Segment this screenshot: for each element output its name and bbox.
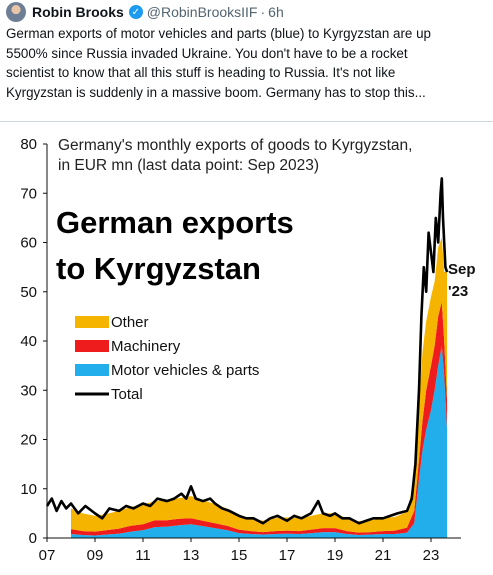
separator-dot: · (260, 4, 266, 20)
tweet-text-line: 5500% since Russia invaded Ukraine. You … (6, 45, 408, 61)
y-tick-label: 10 (20, 481, 37, 498)
y-tick-label: 70 (20, 185, 37, 202)
x-tick-label: 23 (423, 547, 440, 564)
x-tick-label: 07 (39, 547, 56, 564)
tweet-media-chart[interactable]: 0 10 20 30 40 50 60 70 80 07 09 11 13 15 17 19 21 23 Germa… (0, 121, 493, 575)
y-tick-label: 40 (20, 333, 37, 350)
y-tick-label: 50 (20, 284, 37, 301)
legend-label: Other (111, 314, 149, 331)
legend-swatch-other (75, 316, 109, 328)
legend-swatch-machinery (75, 340, 109, 352)
sep-23-annotation-line: '23 (448, 283, 468, 300)
tweet-text: German exports of motor vehicles and par… (6, 24, 486, 102)
avatar[interactable] (6, 2, 26, 22)
x-tick-label: 15 (231, 547, 248, 564)
legend-label: Machinery (111, 338, 181, 355)
chart-subtitle-line: Germany's monthly exports of goods to Ky… (58, 137, 412, 154)
legend-label: Total (111, 386, 143, 403)
y-tick-label: 80 (20, 136, 37, 153)
x-tick-label: 17 (279, 547, 296, 564)
tweet-time[interactable]: 6h (268, 4, 284, 20)
x-tick-label: 19 (327, 547, 344, 564)
author-name[interactable]: Robin Brooks (32, 4, 124, 20)
y-tick-label: 20 (20, 432, 37, 449)
x-tick-label: 13 (183, 547, 200, 564)
chart-title-line: to Kyrgyzstan (56, 251, 261, 286)
area-series-machinery (71, 301, 448, 536)
y-tick-label: 60 (20, 235, 37, 252)
author-handle[interactable]: @RobinBrooksIIF (146, 4, 258, 20)
legend-swatch-motor-vehicles-parts (75, 364, 109, 376)
tweet-header: Robin Brooks ✓ @RobinBrooksIIF · 6h (6, 2, 284, 22)
exports-chart: 0 10 20 30 40 50 60 70 80 07 09 11 13 15 17 19 21 23 Germa… (20, 136, 476, 564)
y-tick-label: 0 (29, 530, 37, 547)
tweet-text-line: Kyrgyzstan is suddenly in a massive boom… (6, 84, 426, 100)
x-tick-label: 09 (87, 547, 104, 564)
chart-title-line: German exports (56, 205, 294, 240)
chart-subtitle-line: in EUR mn (last data point: Sep 2023) (58, 157, 319, 174)
tweet-text-line: German exports of motor vehicles and par… (6, 26, 431, 41)
x-tick-label: 11 (135, 547, 151, 564)
line-series-total (45, 177, 449, 525)
tweet-text-line: scientist to know that all this stuff is… (6, 65, 396, 80)
legend-label: Motor vehicles & parts (111, 362, 259, 379)
verified-badge-icon: ✓ (128, 5, 143, 19)
x-tick-label: 21 (375, 547, 392, 564)
y-tick-label: 30 (20, 382, 37, 399)
sep-23-annotation-line: Sep (448, 261, 476, 278)
